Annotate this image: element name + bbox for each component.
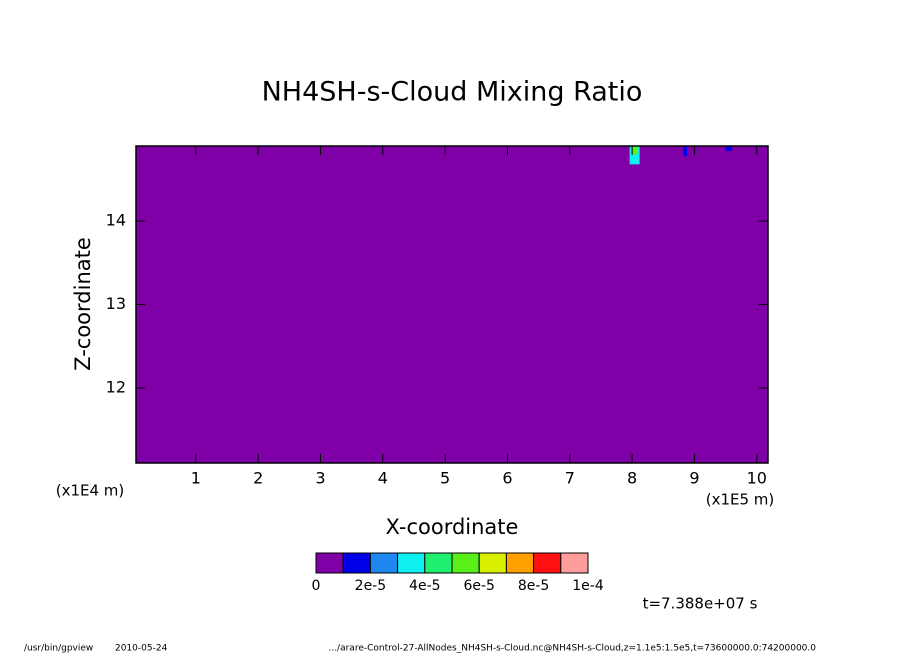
colorbar-label: 4e-5 [409,578,440,594]
y-axis-title: Z-coordinate [71,237,95,371]
y-tick-label: 14 [106,211,126,230]
colorbar-label: 8e-5 [518,578,549,594]
colorbar-box [369,552,399,574]
x-tick-label: 4 [378,469,388,488]
colorbar-box [342,552,371,574]
x-tick-label: 2 [253,469,263,488]
y-unit: (x1E4 m) [56,482,125,500]
colorbar-label: 2e-5 [355,578,386,594]
y-tick-label: 12 [106,377,126,396]
contour-patch [725,146,732,152]
colorbar-box [533,552,562,574]
x-unit: (x1E5 m) [706,491,775,509]
x-axis-title: X-coordinate [386,515,519,539]
colorbar-box [505,552,535,574]
contour-patch [631,146,638,155]
colorbar-label: 0 [312,578,321,594]
x-tick-label: 6 [502,469,512,488]
x-tick-label: 9 [689,469,699,488]
footer-program: /usr/bin/gpview [24,644,93,654]
footer-date: 2010-05-24 [115,644,168,654]
x-tick-label: 5 [440,469,450,488]
colorbar-box [397,552,426,574]
chart-title: NH4SH-s-Cloud Mixing Ratio [262,77,643,108]
contour-patch [629,146,640,165]
x-tick-label: 7 [565,469,575,488]
contour-field [136,146,768,463]
colorbar-box [424,552,453,574]
x-tick-label: 10 [747,469,767,488]
time-label: t=7.388e+07 s [643,595,758,613]
contour-patch [683,146,687,157]
colorbar-box [451,552,480,574]
colorbar-box [478,552,507,574]
colorbar-box [315,552,344,574]
x-tick-label: 3 [315,469,325,488]
y-tick-label: 13 [106,294,126,313]
footer-source: .../arare-Control-27-AllNodes_NH4SH-s-Cl… [328,644,816,654]
colorbar-label: 6e-5 [463,578,494,594]
x-tick-label: 1 [191,469,201,488]
colorbar-label: 1e-4 [572,578,604,594]
colorbar-box [560,552,589,574]
x-tick-label: 8 [627,469,637,488]
